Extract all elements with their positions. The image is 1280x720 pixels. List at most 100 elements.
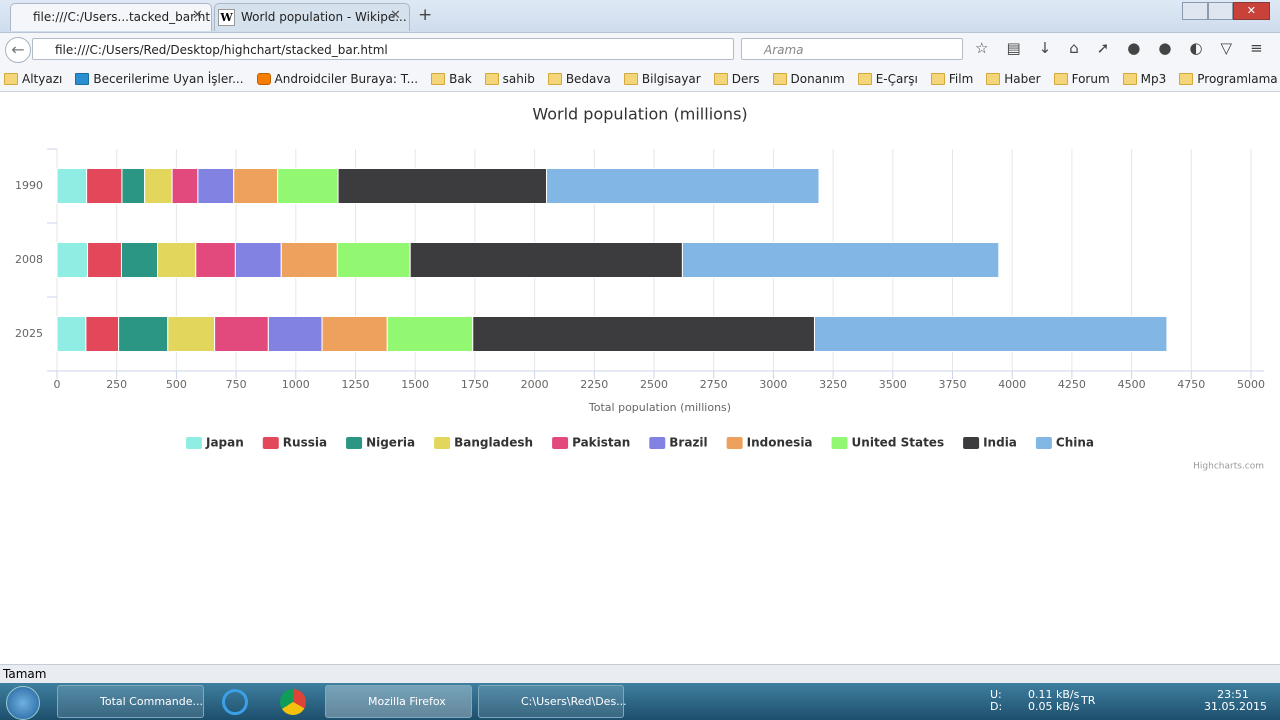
clock[interactable]: 23:51 31.05.2015 [1204,689,1267,713]
task-button[interactable]: Mozilla Firefox [325,685,472,718]
tab-close[interactable]: ✕ [192,8,203,23]
bookmark-icon [857,72,872,85]
bookmark[interactable]: Programlama [1179,72,1278,86]
x-tick-label: 2500 [640,378,668,391]
legend-swatch [1035,437,1052,449]
url-bar[interactable]: file:///C:/Users/Red/Desktop/highchart/s… [32,38,734,60]
legend-item[interactable]: Indonesia [726,436,813,450]
bookmark-label: Altyazı [22,71,63,86]
bar-segment [280,242,338,278]
legend-item[interactable]: Russia [262,436,327,450]
legend-item[interactable]: Nigeria [346,436,415,450]
bookmark[interactable]: Ders [713,71,760,86]
x-tick-label: 3750 [939,378,967,391]
bookmark[interactable]: Bedava [547,71,611,86]
bookmark-label: Becerilerime Uyan İşler... [93,71,244,86]
back-button[interactable]: ← [5,37,31,63]
bookmark-label: Androidciler Buraya: T... [274,71,419,86]
legend-item[interactable]: Pakistan [552,436,630,450]
legend-item[interactable]: Japan [185,436,244,450]
upload-label: U: [990,688,1002,701]
legend-swatch [552,437,569,449]
legend-label: Bangladesh [454,436,533,450]
language[interactable]: TR [1081,694,1096,707]
legend-item[interactable]: India [963,436,1017,450]
legend-item[interactable]: Bangladesh [434,436,533,450]
bookmark[interactable]: Androidciler Buraya: T... [256,71,419,86]
bar-segment [234,242,282,278]
bookmark-icon [713,72,728,85]
bookmark[interactable]: E-Çarşı [857,71,918,86]
task-button[interactable]: C:\Users\Red\Des... [478,685,627,718]
bookmark[interactable]: Altyazı [4,72,62,86]
x-axis-title: Total population (millions) [588,401,731,414]
bar-segment [120,242,159,278]
bar-segment [277,168,339,204]
y-tick-label: 2025 [15,327,43,340]
legend-label: Nigeria [366,436,415,450]
bookmark[interactable]: Film [930,72,973,86]
x-tick-label: 1750 [461,378,489,391]
chrome-icon[interactable] [280,689,306,715]
maximize[interactable] [1208,2,1233,20]
taskbar: Total Commande... Mozilla Firefox C:\Use… [0,683,1280,720]
bookmark-icon [484,72,499,85]
bookmark[interactable]: Becerilerime Uyan İşler... [75,71,244,86]
bookmark-label: Forum [1071,71,1110,86]
task-label: Total Commande... [100,695,203,708]
bar-segment [813,316,1168,352]
legend-item[interactable]: United States [831,436,945,450]
bar-segment [233,168,279,204]
bookmark[interactable]: Mp3 [1122,72,1166,86]
bar-segment [409,242,683,278]
bookmark[interactable]: sahib [484,72,535,86]
new-tab[interactable]: + [418,5,433,25]
net-labels: U: D: [990,689,1002,713]
ie-icon[interactable] [222,689,248,715]
close[interactable]: ✕ [1232,2,1270,20]
tab-title: file:///C:/Users...tacked_bar.html [33,10,212,24]
wiki-icon: W [218,9,235,26]
bar-segment [56,242,89,278]
x-tick-label: 1250 [342,378,370,391]
bookmark-icon [75,72,90,85]
bar-segment [56,316,87,352]
tab[interactable]: file:///C:/Users...tacked_bar.html [10,3,212,31]
legend-label: India [983,436,1017,450]
bookmark[interactable]: Bilgisayar [623,72,701,86]
bookmark[interactable]: Haber [986,72,1041,86]
bar-segment [85,316,120,352]
legend-swatch [346,437,363,449]
bar-segment [267,316,323,352]
start-button[interactable] [6,686,40,720]
bookmark-label: Ders [731,71,760,86]
x-tick-label: 250 [106,378,127,391]
bar-segment [157,242,197,278]
bar-segment [472,316,815,352]
search-bar[interactable]: Arama [741,38,963,60]
legend-item[interactable]: China [1035,436,1094,450]
tab-close[interactable]: ✕ [390,8,401,23]
bookmark-label: E-Çarşı [875,71,918,86]
x-tick-label: 2250 [580,378,608,391]
legend-swatch [649,437,666,449]
bookmark-icon [986,72,1001,85]
x-tick-label: 500 [166,378,187,391]
bookmark[interactable]: Forum [1053,71,1110,86]
legend-swatch [262,437,279,449]
task-button[interactable]: Total Commande... [57,685,204,718]
status-bar: Tamam [0,664,1280,683]
bar-segment [197,168,235,204]
bookmark[interactable]: Donanım [772,72,845,86]
bookmark[interactable]: Bak [431,72,472,86]
bar-segment [546,168,820,204]
legend-item[interactable]: Brazil [649,436,708,450]
bookmark-label: Bedava [565,71,611,86]
bookmark-icon [256,72,271,85]
minimize[interactable] [1182,2,1209,20]
net-rates: 0.11 kB/s 0.05 kB/s [1028,689,1079,713]
tab[interactable]: World population - Wikipe... [214,3,410,31]
search-placeholder: Arama [764,43,804,57]
credits[interactable]: Highcharts.com [1193,462,1264,472]
bookmark-icon [1122,72,1137,85]
